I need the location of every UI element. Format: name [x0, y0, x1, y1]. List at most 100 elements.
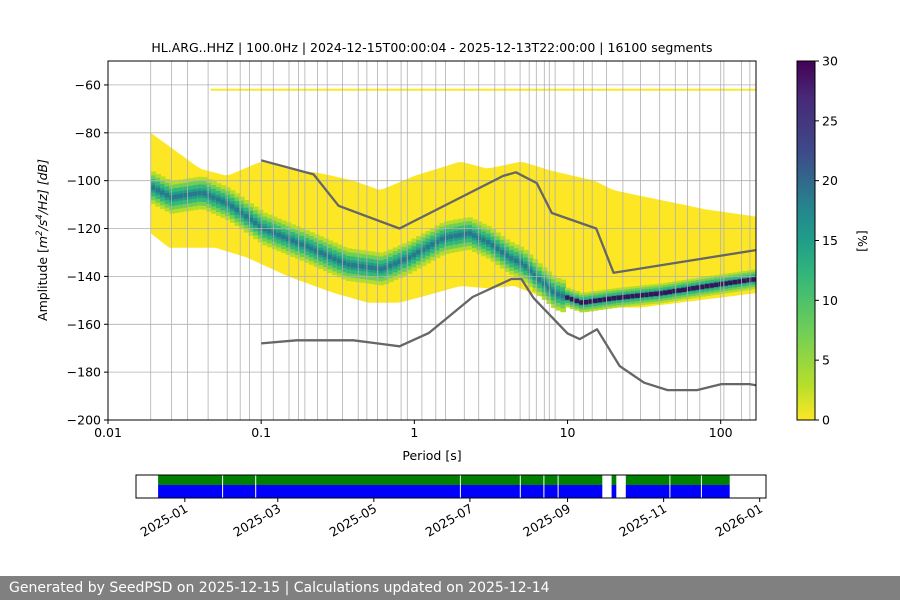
density-mode-peak [350, 263, 357, 268]
density-mode-peak [569, 297, 576, 302]
density-mode-peak [439, 237, 445, 242]
density-mode-peak [327, 254, 334, 259]
density-mode-peak [476, 235, 483, 241]
density-mode-peak [667, 289, 674, 295]
timeline-tick-label: 2025-01 [138, 501, 191, 540]
density-mode-peak [239, 210, 245, 216]
colorbar: 0 5 10 15 20 25 30 [%] [796, 54, 870, 428]
y-label-exp1: 2 [35, 230, 45, 235]
density-mode-peak [625, 294, 632, 299]
density-mode-peak [169, 195, 175, 200]
density-mode-peak [658, 291, 664, 296]
density-mode-peak [201, 191, 208, 196]
colorbar-gradient [796, 60, 816, 421]
density-mode-peak [229, 204, 236, 209]
density-mode-peak [290, 238, 296, 243]
density-mode-peak [304, 244, 310, 249]
density-layer [150, 88, 762, 313]
density-mode-peak [518, 260, 525, 266]
density-mode-peak [253, 220, 259, 226]
timeline-frame [135, 474, 767, 499]
density-mode-peak [485, 240, 492, 245]
density-mode-peak [160, 190, 166, 195]
density-mode-peak [211, 195, 217, 200]
density-mode-peak [276, 232, 282, 238]
density-mode-peak [183, 193, 189, 198]
density-mode-peak [509, 256, 515, 261]
density-mode-peak [155, 188, 161, 193]
density-mode-peak [537, 277, 543, 282]
density-mode-peak [187, 192, 194, 197]
x-axis: 0.01 0.1 1 10 100 [94, 420, 733, 440]
density-mode-peak [523, 264, 529, 269]
density-mode-peak [271, 230, 278, 236]
y-tick-label: −200 [67, 413, 101, 428]
x-tick-label: 10 [560, 425, 576, 440]
density-mode-peak [262, 226, 268, 232]
density-mode-peak [676, 288, 683, 293]
colorbar-tick-label: 0 [822, 413, 830, 428]
y-label-exp2: 4 [35, 214, 45, 219]
density-mode-peak [434, 239, 441, 244]
density-mode-peak [309, 246, 315, 251]
data-availability-timeline: 2025-01 2025-03 2025-05 2025-07 2025-09 2025-… [135, 474, 767, 540]
timeline-tick-label: 2025-05 [327, 501, 380, 540]
density-mode-peak [243, 214, 250, 219]
y-tick-label: −160 [67, 317, 101, 332]
y-label-m: m [35, 236, 50, 248]
density-mode-peak [481, 237, 487, 243]
density-mode-peak [281, 234, 287, 239]
colorbar-ticks: 0 5 10 15 20 25 30 [815, 54, 838, 428]
density-mode-peak [425, 244, 431, 250]
x-tick-label: 0.1 [251, 425, 271, 440]
density-mode-peak [714, 282, 720, 287]
timeline-tick-label: 2025-09 [520, 501, 573, 540]
density-mode-peak [737, 279, 743, 284]
x-tick-label: 1 [410, 425, 418, 440]
density-mode-peak [602, 297, 608, 302]
colorbar-tick-label: 25 [822, 113, 838, 128]
density-mode-peak [695, 285, 702, 290]
y-tick-label: −60 [75, 77, 101, 92]
density-mode-peak [369, 265, 376, 270]
density-mode-peak [364, 265, 371, 270]
y-tick-label: −140 [67, 269, 101, 284]
density-mode-peak [593, 298, 599, 303]
density-mode-peak [458, 232, 464, 238]
curve-layer [260, 159, 756, 392]
density-mode-peak [206, 193, 213, 198]
density-mode-peak [700, 284, 706, 290]
y-axis-label: Amplitude [m2/s4/Hz] [dB] [35, 159, 50, 321]
density-mode-peak [616, 295, 622, 300]
density-mode-peak [360, 264, 366, 269]
density-mode-peak [332, 256, 338, 262]
density-mode-band [756, 269, 762, 289]
colorbar-label: [%] [855, 230, 870, 252]
density-mode-peak [499, 250, 506, 255]
density-mode-peak [388, 263, 394, 268]
density-mode-peak [588, 299, 594, 304]
timeline-tick-label: 2026-01 [712, 501, 765, 540]
noise-model-low [261, 277, 756, 392]
chart-title: HL.ARG..HHZ | 100.0Hz | 2024-12-15T00:00… [151, 40, 712, 55]
density-mode-peak [346, 262, 352, 267]
x-tick-label: 0.01 [94, 425, 122, 440]
density-mode-peak [639, 293, 646, 298]
density-mode-peak [215, 197, 222, 202]
density-mode-peak [653, 291, 660, 296]
noise-model-high [260, 159, 756, 274]
density-mode-peak [467, 231, 473, 236]
density-mode-peak [430, 242, 436, 247]
x-tick-label: 100 [709, 425, 733, 440]
colorbar-tick-label: 5 [822, 353, 830, 368]
y-tick-label: −100 [67, 173, 101, 188]
density-mode-peak [178, 193, 185, 199]
density-mode-peak [583, 300, 590, 305]
density-mode-peak [374, 266, 380, 271]
density-mode-peak [392, 261, 399, 266]
density-mode-peak [621, 295, 627, 300]
density-mode-peak [164, 193, 171, 198]
density-mode-peak [686, 286, 692, 292]
density-mode-peak [555, 292, 562, 297]
